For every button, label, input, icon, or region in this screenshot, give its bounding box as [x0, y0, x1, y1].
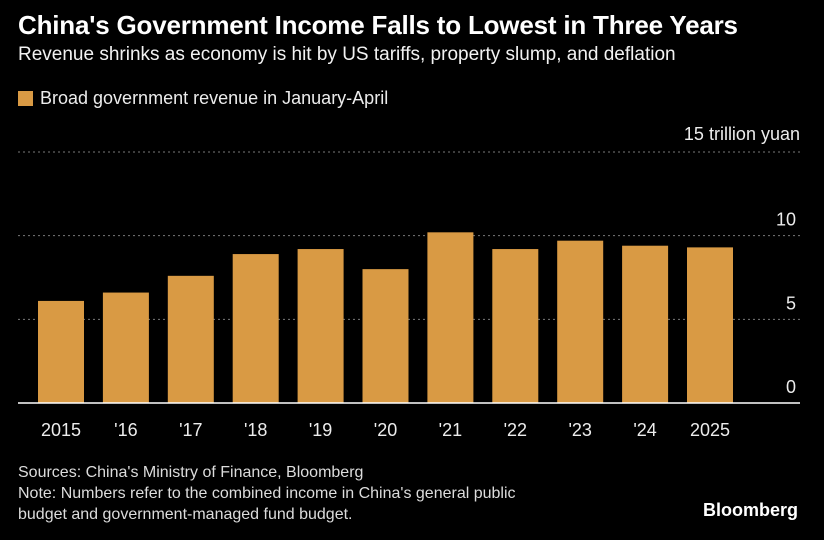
x-tick-label: '22 — [504, 420, 527, 440]
y-axis-top-tick-label: 15 trillion yuan — [683, 124, 800, 144]
bloomberg-logo: Bloomberg — [702, 500, 798, 520]
y-tick-label: 0 — [786, 377, 796, 397]
x-tick-label: '21 — [439, 420, 462, 440]
bar — [297, 249, 344, 403]
bar — [557, 240, 604, 403]
y-tick-label: 5 — [786, 293, 796, 313]
bar — [102, 292, 149, 403]
note-text-line-1: Note: Numbers refer to the combined inco… — [18, 485, 516, 502]
bar — [362, 269, 409, 403]
x-tick-label: 2025 — [690, 420, 730, 440]
legend-label: Broad government revenue in January-Apri… — [40, 88, 389, 108]
bar — [167, 275, 214, 403]
legend-swatch — [18, 91, 33, 106]
x-tick-label: 2015 — [41, 420, 81, 440]
chart-subtitle: Revenue shrinks as economy is hit by US … — [18, 44, 676, 65]
x-tick-label: '17 — [179, 420, 202, 440]
sources-text: Sources: China's Ministry of Finance, Bl… — [18, 464, 364, 481]
note-text-line-2: budget and government-managed fund budge… — [18, 506, 353, 523]
x-tick-label: '16 — [114, 420, 137, 440]
bar — [492, 249, 539, 403]
legend: Broad government revenue in January-Apri… — [18, 88, 388, 109]
x-tick-label: '18 — [244, 420, 267, 440]
x-tick-label: '24 — [633, 420, 656, 440]
x-tick-label: '19 — [309, 420, 332, 440]
bar — [622, 245, 669, 403]
bar — [687, 247, 733, 403]
x-tick-label: '23 — [568, 420, 591, 440]
bar — [427, 232, 474, 403]
bar — [38, 300, 84, 403]
y-tick-label: 10 — [776, 210, 796, 230]
bar — [232, 254, 279, 403]
chart-title: China's Government Income Falls to Lowes… — [18, 10, 738, 40]
chart-footer: Sources: China's Ministry of Finance, Bl… — [18, 462, 516, 525]
x-tick-label: '20 — [374, 420, 397, 440]
